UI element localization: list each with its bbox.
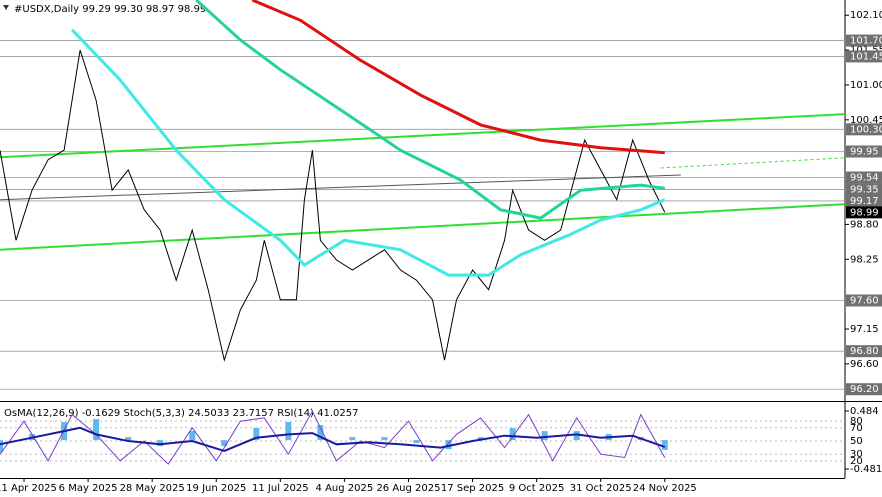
- osma-bar: [541, 431, 548, 441]
- indicator-title: OsMA(12,26,9) -0.1629 Stoch(5,3,3) 24.50…: [4, 408, 359, 419]
- price-line: [251, 0, 665, 155]
- osma-bar: [349, 437, 356, 441]
- y-tick-label: 98.80: [850, 219, 879, 230]
- x-tick-label: 4 Aug 2025: [316, 483, 374, 494]
- level-label-box: [846, 383, 882, 396]
- osma-bar: [317, 425, 324, 441]
- level-label-box: [846, 145, 882, 158]
- price-line: [71, 28, 666, 277]
- y-tick-label: 70: [850, 423, 863, 434]
- y2-tick-label: -0.4812: [850, 464, 882, 475]
- osma-bar: [221, 440, 228, 447]
- level-label: 96.20: [850, 384, 879, 395]
- osma-bar: [0, 440, 3, 453]
- level-label: 97.60: [850, 295, 879, 306]
- price-line: [0, 49, 666, 362]
- osma-bar: [189, 431, 196, 441]
- x-tick-label: 9 Oct 2025: [509, 483, 564, 494]
- y-tick-label: 30: [850, 449, 863, 460]
- x-tick-label: 24 Nov 2025: [633, 483, 697, 494]
- level-label-box: [846, 50, 882, 63]
- trend-line: [660, 157, 846, 169]
- level-label-box: [846, 294, 882, 307]
- level-label: 100.30: [850, 124, 882, 135]
- y-tick-label: 96.60: [850, 359, 879, 370]
- osma-bar: [253, 428, 260, 441]
- osma-bar: [661, 440, 668, 450]
- y-tick-label: 98.25: [850, 254, 879, 265]
- last-price-label: 98.99: [850, 207, 879, 218]
- level-label: 101.70: [850, 36, 882, 47]
- trend-line: [0, 113, 846, 159]
- chart-title: #USDX,Daily 99.29 99.30 98.97 98.99: [14, 4, 206, 15]
- y-tick-label: 80: [850, 416, 863, 427]
- y-tick-label: 102.10: [850, 10, 882, 21]
- level-label: 99.17: [850, 196, 879, 207]
- y-tick-label: 50: [850, 436, 863, 447]
- symbol-icon: [3, 5, 9, 10]
- level-label-box: [846, 34, 882, 47]
- level-label: 96.80: [850, 346, 879, 357]
- x-tick-label: 28 May 2025: [120, 483, 185, 494]
- level-label-box: [846, 183, 882, 196]
- level-label-box: [846, 171, 882, 184]
- osma-bar: [125, 437, 132, 441]
- x-tick-label: 11 Apr 2025: [0, 483, 57, 494]
- price-line: [195, 0, 665, 220]
- y2-tick-label: 0.484: [850, 406, 879, 417]
- level-label-box: [846, 123, 882, 136]
- osma-bar: [477, 437, 484, 441]
- trend-line: [0, 203, 846, 251]
- trend-line: [0, 174, 681, 201]
- indicator-line: [0, 410, 666, 465]
- y-tick-label: 100.45: [850, 115, 882, 126]
- y-tick-label: 97.15: [850, 324, 879, 335]
- osma-bar: [413, 440, 420, 444]
- x-tick-label: 11 Jul 2025: [252, 483, 309, 494]
- level-label: 101.45: [850, 51, 882, 62]
- y-tick-label: 20: [850, 456, 863, 467]
- level-label-box: [846, 194, 882, 207]
- osma-bar: [573, 431, 580, 441]
- x-tick-label: 31 Oct 2025: [570, 483, 632, 494]
- level-label: 99.54: [850, 172, 879, 183]
- osma-bar: [445, 440, 452, 450]
- indicator-line: [0, 426, 666, 452]
- x-tick-label: 19 Jun 2025: [186, 483, 246, 494]
- level-label-box: [846, 345, 882, 358]
- osma-bar: [509, 428, 516, 441]
- osma-bar: [285, 422, 292, 441]
- x-tick-label: 6 May 2025: [59, 483, 118, 494]
- osma-bar: [381, 437, 388, 441]
- osma-bar: [93, 419, 100, 441]
- y-tick-label: 101.00: [850, 80, 882, 91]
- x-tick-label: 17 Sep 2025: [441, 483, 504, 494]
- level-label: 99.95: [850, 147, 879, 158]
- osma-bar: [157, 440, 164, 447]
- x-tick-label: 26 Aug 2025: [376, 483, 440, 494]
- last-price-box: [846, 206, 882, 219]
- level-label: 99.35: [850, 185, 879, 196]
